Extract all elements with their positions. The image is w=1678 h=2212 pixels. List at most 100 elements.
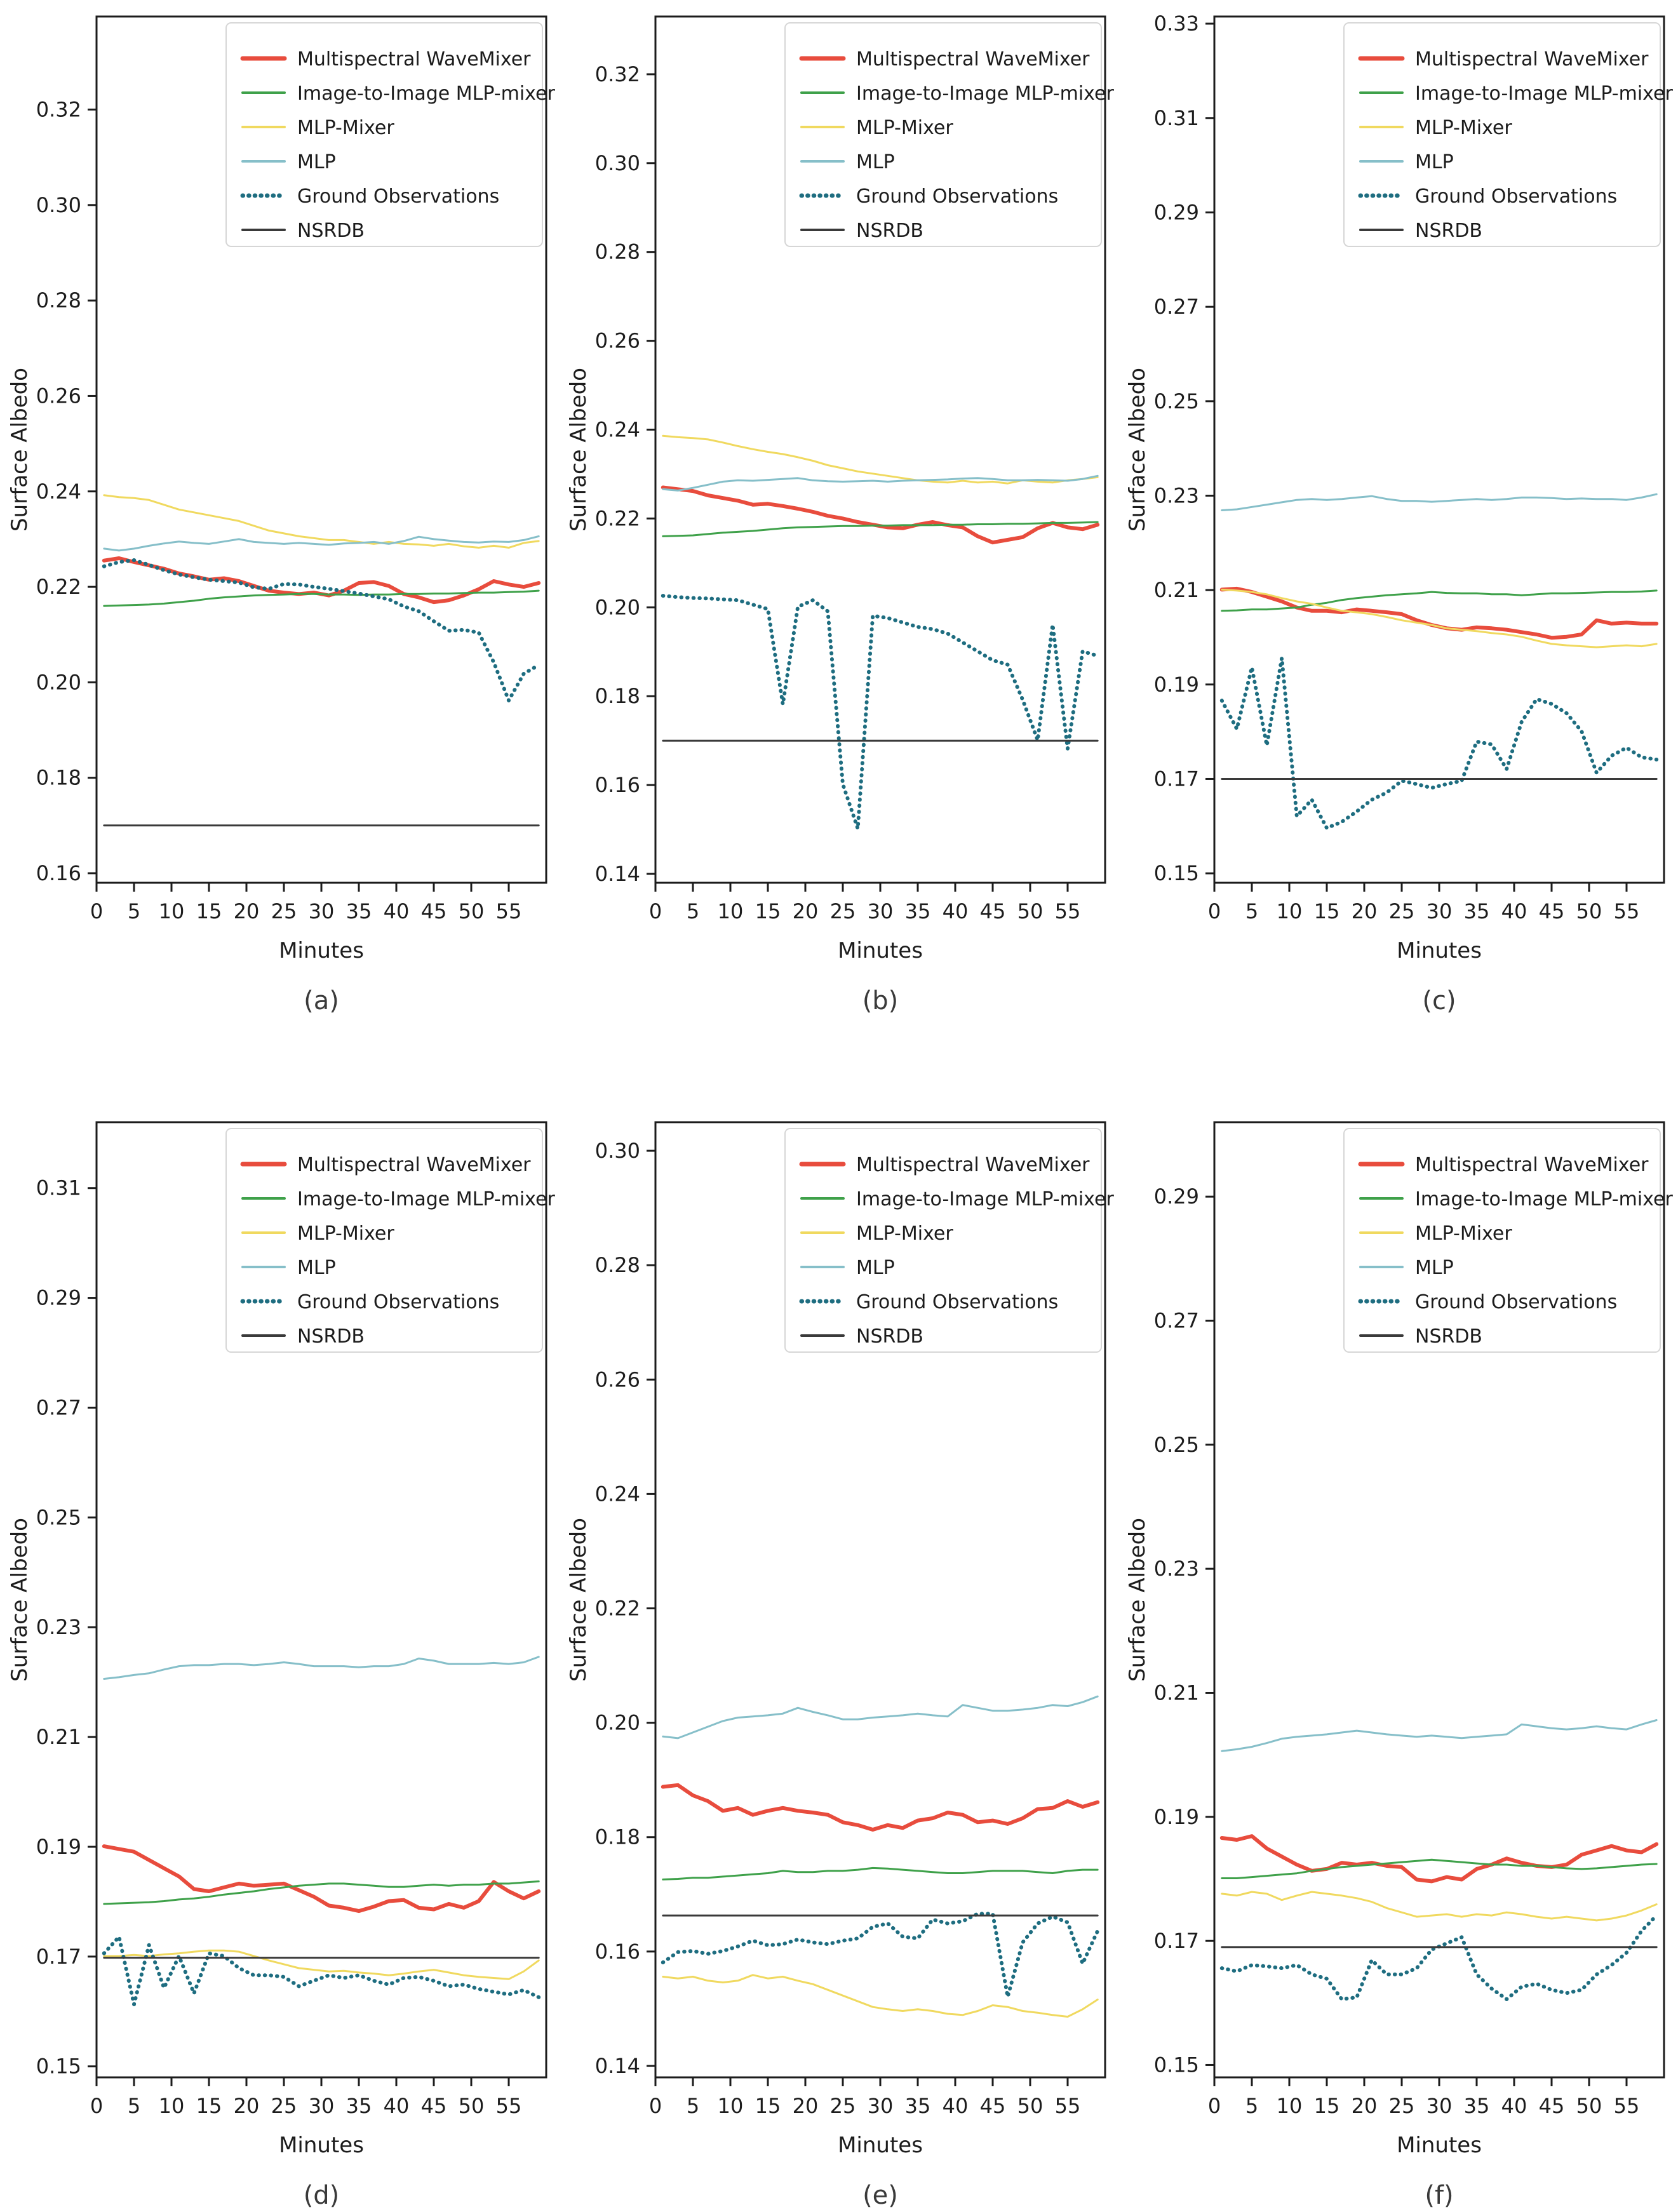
legend-label-mlp-mixer: MLP-Mixer [856, 1223, 953, 1245]
x-tick-label: 10 [159, 899, 185, 923]
x-tick-label: 15 [196, 899, 222, 923]
series-mlp-mixer [1221, 588, 1658, 648]
x-tick-label: 25 [1389, 2094, 1415, 2118]
x-tick-label: 30 [868, 899, 894, 923]
panel-e: 0.14 0.16 0.18 0.20 0.22 0.24 0.26 0.28 0.30 0 5 10… [559, 1106, 1118, 2212]
y-tick-label: 0.21 [1154, 578, 1199, 602]
y-tick-label: 0.21 [36, 1725, 81, 1749]
x-tick-label: 50 [459, 2094, 485, 2118]
series-ground-observations [1219, 1914, 1659, 2001]
y-tick-label: 0.16 [595, 1940, 640, 1964]
x-tick-label: 30 [868, 2094, 894, 2118]
x-tick-label: 20 [234, 899, 260, 923]
y-tick-label: 0.30 [595, 1139, 640, 1163]
x-tick-label: 20 [793, 899, 819, 923]
x-tick-label: 15 [1314, 899, 1340, 923]
series-mlp [103, 535, 540, 552]
x-tick-label: 40 [943, 899, 969, 923]
x-tick-label: 25 [271, 2094, 297, 2118]
x-tick-label: 55 [1055, 2094, 1081, 2118]
x-tick-label: 40 [384, 899, 410, 923]
y-tick-label: 0.33 [1154, 11, 1199, 36]
legend-label-nsrdb: NSRDB [856, 220, 923, 242]
x-tick-label: 45 [980, 2094, 1006, 2118]
panel-caption: (f) [1425, 2181, 1454, 2210]
legend-label-nsrdb: NSRDB [856, 1325, 923, 1348]
y-tick-label: 0.31 [36, 1176, 81, 1200]
y-tick-label: 0.15 [1154, 2053, 1199, 2077]
x-tick-label: 0 [90, 2094, 103, 2118]
x-tick-label: 5 [687, 2094, 699, 2118]
legend-label-image-to-image-mlp-mixer: Image-to-Image MLP-mixer [856, 83, 1114, 105]
y-tick-label: 0.24 [595, 418, 640, 442]
x-tick-label: 15 [755, 899, 781, 923]
y-tick-label: 0.17 [36, 1945, 81, 1969]
legend-label-ground-observations: Ground Observations [297, 1291, 499, 1313]
x-tick-label: 5 [1245, 2094, 1258, 2118]
legend-label-mlp: MLP [856, 151, 895, 173]
x-tick-label: 0 [649, 899, 662, 923]
legend-label-mlp: MLP [1415, 151, 1454, 173]
y-axis: 0.16 0.18 0.20 0.22 0.24 0.26 0.28 0.30 0.32 [36, 98, 97, 885]
x-tick-label: 5 [687, 899, 699, 923]
x-tick-label: 30 [1426, 899, 1453, 923]
legend-label-ground-observations: Ground Observations [1415, 185, 1617, 208]
chart-panel-c: 0.15 0.17 0.19 0.21 0.23 0.25 0.27 0.29 0.31 0.33… [1125, 11, 1673, 963]
x-tick-label: 25 [830, 899, 856, 923]
x-tick-label: 50 [1576, 899, 1602, 923]
legend-label-ground-observations: Ground Observations [1415, 1291, 1617, 1313]
y-tick-label: 0.28 [595, 1253, 640, 1277]
x-axis-label: Minutes [1397, 2133, 1482, 2158]
legend-box [225, 22, 543, 247]
y-tick-label: 0.16 [36, 861, 81, 885]
legend-label-image-to-image-mlp-mixer: Image-to-Image MLP-mixer [297, 1188, 555, 1210]
y-tick-label: 0.19 [1154, 1805, 1199, 1829]
y-tick-label: 0.15 [36, 2054, 81, 2079]
x-axis-label: Minutes [838, 2133, 923, 2158]
legend-box [784, 1128, 1102, 1353]
x-tick-label: 55 [1614, 899, 1640, 923]
series-mlp-mixer [103, 1949, 540, 1980]
x-tick-label: 45 [980, 899, 1006, 923]
legend-label-multispectral-wavemixer: Multispectral WaveMixer [1415, 48, 1649, 70]
y-axis: 0.15 0.17 0.19 0.21 0.23 0.25 0.27 0.29 0.31 0.33 [1154, 11, 1214, 885]
y-tick-label: 0.27 [1154, 1309, 1199, 1333]
panel-caption: (c) [1422, 986, 1456, 1016]
y-tick-label: 0.32 [595, 62, 640, 86]
y-axis-label: Surface Albedo [566, 1518, 591, 1682]
legend-label-mlp-mixer: MLP-Mixer [1415, 117, 1512, 139]
chart-panel-e: 0.14 0.16 0.18 0.20 0.22 0.24 0.26 0.28 0.30 0 5 10… [566, 1121, 1114, 2158]
x-tick-label: 55 [1055, 899, 1081, 923]
x-tick-label: 5 [1245, 899, 1258, 923]
y-tick-label: 0.25 [1154, 389, 1199, 413]
series-mlp-mixer [662, 1974, 1099, 2018]
x-tick-label: 5 [128, 899, 140, 923]
series-image-to-image-mlp-mixer [662, 521, 1099, 537]
y-tick-label: 0.25 [36, 1505, 81, 1529]
y-tick-label: 0.22 [595, 506, 640, 530]
panel-caption: (e) [862, 2181, 898, 2210]
x-tick-label: 55 [1614, 2094, 1640, 2118]
x-tick-label: 55 [496, 2094, 522, 2118]
x-tick-label: 20 [234, 2094, 260, 2118]
x-tick-label: 40 [943, 2094, 969, 2118]
x-tick-label: 50 [1017, 899, 1044, 923]
series-multispectral-wavemixer [661, 485, 1100, 545]
legend: Multispectral WaveMixer Image-to-Image ML… [784, 22, 1114, 247]
series-multispectral-wavemixer [1219, 586, 1659, 640]
series-mlp-mixer [103, 494, 540, 549]
series-multispectral-wavemixer [102, 1844, 541, 1914]
legend-label-nsrdb: NSRDB [297, 220, 365, 242]
x-tick-label: 35 [1464, 899, 1490, 923]
panel-d: 0.15 0.17 0.19 0.21 0.23 0.25 0.27 0.29 0.31 0 5 10… [0, 1106, 559, 2212]
y-tick-label: 0.27 [1154, 295, 1199, 319]
x-tick-label: 20 [1352, 2094, 1378, 2118]
y-tick-label: 0.32 [36, 98, 81, 122]
legend-label-ground-observations: Ground Observations [856, 185, 1058, 208]
y-tick-label: 0.19 [1154, 673, 1199, 697]
y-tick-label: 0.22 [595, 1597, 640, 1621]
x-axis: 0 5 10 15 20 25 30 35 40 45 50 55 [90, 2077, 522, 2118]
chart-panel-f: 0.15 0.17 0.19 0.21 0.23 0.25 0.27 0.29 0 5 10 15 20… [1125, 1121, 1673, 2158]
legend-box [225, 1128, 543, 1353]
